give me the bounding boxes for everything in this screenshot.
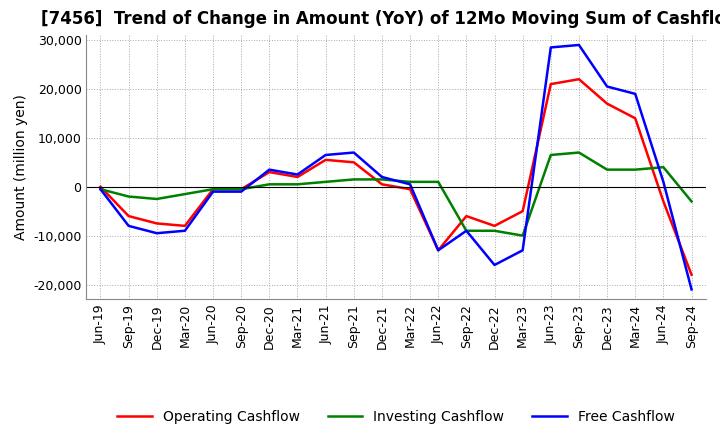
- Free Cashflow: [181, 228, 189, 233]
- Investing Cashflow: [687, 199, 696, 204]
- Investing Cashflow: [377, 177, 386, 182]
- Title: [7456]  Trend of Change in Amount (YoY) of 12Mo Moving Sum of Cashflows: [7456] Trend of Change in Amount (YoY) o…: [41, 10, 720, 28]
- Free Cashflow: [321, 152, 330, 158]
- Operating Cashflow: [153, 221, 161, 226]
- Investing Cashflow: [125, 194, 133, 199]
- Free Cashflow: [490, 262, 499, 268]
- Free Cashflow: [265, 167, 274, 172]
- Free Cashflow: [518, 248, 527, 253]
- Investing Cashflow: [406, 179, 415, 184]
- Free Cashflow: [237, 189, 246, 194]
- Operating Cashflow: [125, 213, 133, 219]
- Free Cashflow: [546, 45, 555, 50]
- Free Cashflow: [575, 42, 583, 48]
- Investing Cashflow: [181, 191, 189, 197]
- Operating Cashflow: [518, 209, 527, 214]
- Free Cashflow: [377, 174, 386, 180]
- Investing Cashflow: [349, 177, 358, 182]
- Investing Cashflow: [153, 196, 161, 202]
- Investing Cashflow: [659, 165, 667, 170]
- Free Cashflow: [406, 182, 415, 187]
- Free Cashflow: [293, 172, 302, 177]
- Free Cashflow: [153, 231, 161, 236]
- Operating Cashflow: [575, 77, 583, 82]
- Operating Cashflow: [434, 248, 443, 253]
- Investing Cashflow: [518, 233, 527, 238]
- Free Cashflow: [603, 84, 611, 89]
- Free Cashflow: [659, 179, 667, 184]
- Operating Cashflow: [687, 272, 696, 277]
- Investing Cashflow: [293, 182, 302, 187]
- Operating Cashflow: [209, 187, 217, 192]
- Investing Cashflow: [631, 167, 639, 172]
- Operating Cashflow: [406, 187, 415, 192]
- Operating Cashflow: [237, 187, 246, 192]
- Investing Cashflow: [490, 228, 499, 233]
- Free Cashflow: [96, 187, 105, 192]
- Operating Cashflow: [631, 116, 639, 121]
- Legend: Operating Cashflow, Investing Cashflow, Free Cashflow: Operating Cashflow, Investing Cashflow, …: [112, 404, 680, 429]
- Y-axis label: Amount (million yen): Amount (million yen): [14, 94, 27, 240]
- Operating Cashflow: [265, 169, 274, 175]
- Free Cashflow: [349, 150, 358, 155]
- Operating Cashflow: [490, 223, 499, 228]
- Operating Cashflow: [377, 182, 386, 187]
- Operating Cashflow: [321, 157, 330, 162]
- Line: Investing Cashflow: Investing Cashflow: [101, 153, 691, 236]
- Operating Cashflow: [96, 184, 105, 189]
- Operating Cashflow: [659, 199, 667, 204]
- Free Cashflow: [434, 248, 443, 253]
- Line: Free Cashflow: Free Cashflow: [101, 45, 691, 290]
- Operating Cashflow: [462, 213, 471, 219]
- Investing Cashflow: [603, 167, 611, 172]
- Operating Cashflow: [546, 81, 555, 87]
- Investing Cashflow: [321, 179, 330, 184]
- Investing Cashflow: [237, 187, 246, 192]
- Free Cashflow: [462, 228, 471, 233]
- Free Cashflow: [209, 189, 217, 194]
- Line: Operating Cashflow: Operating Cashflow: [101, 79, 691, 275]
- Investing Cashflow: [265, 182, 274, 187]
- Free Cashflow: [125, 223, 133, 228]
- Investing Cashflow: [434, 179, 443, 184]
- Free Cashflow: [687, 287, 696, 292]
- Free Cashflow: [631, 91, 639, 96]
- Operating Cashflow: [293, 174, 302, 180]
- Operating Cashflow: [349, 160, 358, 165]
- Investing Cashflow: [209, 187, 217, 192]
- Investing Cashflow: [575, 150, 583, 155]
- Investing Cashflow: [462, 228, 471, 233]
- Operating Cashflow: [603, 101, 611, 106]
- Operating Cashflow: [181, 223, 189, 228]
- Investing Cashflow: [546, 152, 555, 158]
- Investing Cashflow: [96, 187, 105, 192]
